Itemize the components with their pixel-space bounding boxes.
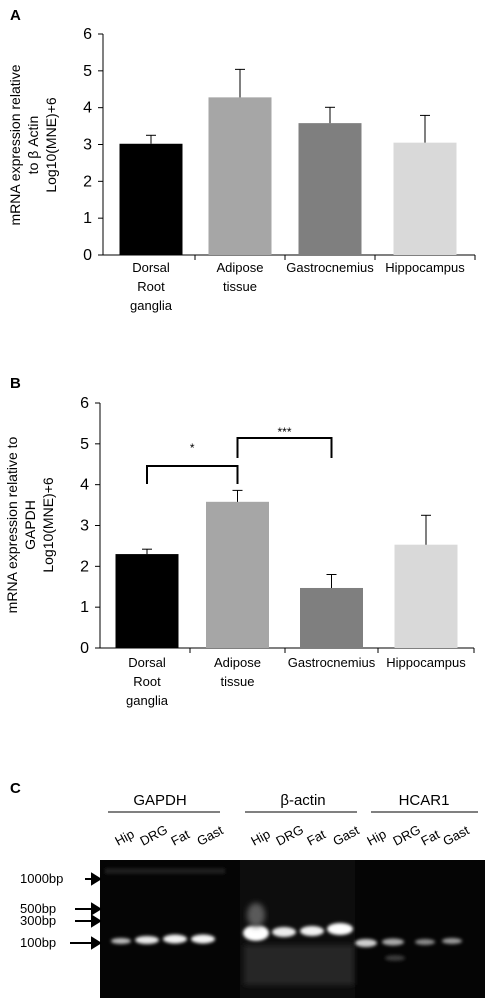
y-tick-label: 3 bbox=[80, 518, 89, 535]
x-category-label: Root bbox=[133, 674, 161, 689]
gel-lane-label: Gast bbox=[194, 822, 226, 848]
gel-lane-label: DRG bbox=[273, 822, 306, 849]
gel-lane-label: Hip bbox=[112, 826, 136, 848]
y-tick-label: 4 bbox=[83, 100, 92, 117]
x-category-label: Adipose bbox=[217, 260, 264, 275]
y-tick-label: 6 bbox=[80, 395, 89, 412]
x-category-label: Hippocampus bbox=[386, 655, 466, 670]
gel-band bbox=[355, 939, 377, 947]
gel-band bbox=[415, 939, 435, 945]
gel-band bbox=[191, 934, 215, 944]
x-category-label: Dorsal bbox=[128, 655, 166, 670]
x-category-label: Adipose bbox=[214, 655, 261, 670]
gel-marker-100: 100bp bbox=[20, 935, 56, 950]
gel-lane-label: Hip bbox=[248, 826, 272, 848]
gel-lane-label: Fat bbox=[418, 826, 442, 848]
bar bbox=[393, 142, 457, 255]
significance-bracket bbox=[146, 465, 239, 484]
bar bbox=[208, 97, 272, 255]
gel-marker-500: 500bp bbox=[20, 901, 56, 916]
chart-a: 0 1 2 3 4 5 6 Dorsal Root ganglia Adipose tissue Gas… bbox=[7, 26, 476, 313]
panel-label-b: B bbox=[10, 375, 21, 392]
x-category-label: Dorsal bbox=[132, 260, 170, 275]
y-axis-label: mRNA expression relative to bbox=[4, 436, 20, 613]
y-tick-label: 0 bbox=[80, 640, 89, 657]
bar bbox=[206, 501, 269, 648]
y-axis-label: Log10(MNE)+6 bbox=[43, 97, 59, 193]
y-tick-label: 2 bbox=[83, 173, 92, 190]
gel-well bbox=[105, 868, 225, 874]
gel-lane-label: Fat bbox=[304, 826, 328, 848]
y-axis-label: GAPDH bbox=[22, 500, 38, 550]
gel-band bbox=[135, 936, 159, 944]
gel-band bbox=[442, 938, 462, 944]
gel-lane-label: Gast bbox=[330, 822, 362, 848]
gel-band bbox=[385, 955, 405, 961]
gel-group-gapdh: GAPDH bbox=[133, 792, 186, 809]
gel-smear bbox=[244, 945, 354, 985]
y-axis-label: Log10(MNE)+6 bbox=[40, 477, 56, 573]
bar bbox=[298, 123, 362, 256]
gel-group-hcar1: HCAR1 bbox=[399, 792, 450, 809]
gel-panel: GAPDH β-actin HCAR1 Hip DRG Fat Gast Hip… bbox=[20, 792, 485, 998]
gel-lane-label: Hip bbox=[364, 826, 388, 848]
panel-label-c: C bbox=[10, 780, 21, 797]
gel-band bbox=[382, 938, 404, 946]
x-category-label: ganglia bbox=[126, 693, 169, 708]
y-tick-label: 4 bbox=[80, 477, 89, 494]
gel-marker-1000: 1000bp bbox=[20, 871, 63, 886]
x-category-label: Gastrocnemius bbox=[288, 655, 376, 670]
y-tick-label: 5 bbox=[83, 63, 92, 80]
significance-bracket bbox=[236, 437, 333, 458]
y-tick-label: 0 bbox=[83, 247, 92, 264]
significance-label: *** bbox=[277, 425, 291, 439]
gel-marker-300: 300bp bbox=[20, 913, 56, 928]
y-tick-label: 2 bbox=[80, 558, 89, 575]
bar bbox=[115, 554, 179, 648]
gel-band bbox=[327, 923, 353, 935]
significance-label: * bbox=[190, 441, 195, 455]
bar bbox=[394, 544, 458, 648]
x-category-label: tissue bbox=[221, 674, 255, 689]
gel-band bbox=[163, 934, 187, 944]
y-tick-label: 1 bbox=[80, 599, 89, 616]
gel-smear bbox=[247, 903, 265, 927]
gel-lane-label: DRG bbox=[137, 822, 170, 849]
x-category-label: ganglia bbox=[130, 298, 173, 313]
chart-b: 0 1 2 3 4 5 6 Dorsal Root ganglia Adipose tissue Gas… bbox=[4, 395, 475, 708]
gel-group-actin: β-actin bbox=[280, 792, 325, 809]
gel-band bbox=[300, 926, 324, 936]
gel-lane-label: Gast bbox=[440, 822, 472, 848]
x-category-label: Root bbox=[137, 279, 165, 294]
panel-label-a: A bbox=[10, 7, 21, 24]
x-category-label: Gastrocnemius bbox=[286, 260, 374, 275]
bar bbox=[300, 587, 363, 648]
gel-band bbox=[111, 938, 131, 944]
y-tick-label: 1 bbox=[83, 210, 92, 227]
gel-band bbox=[243, 925, 269, 941]
gel-marker-arrows bbox=[70, 872, 102, 950]
y-tick-label: 6 bbox=[83, 26, 92, 43]
y-tick-label: 5 bbox=[80, 436, 89, 453]
gel-lane-label: Fat bbox=[168, 826, 192, 848]
x-category-label: tissue bbox=[223, 279, 257, 294]
y-axis-label: mRNA expression relative bbox=[7, 64, 23, 225]
y-tick-label: 3 bbox=[83, 137, 92, 154]
x-category-label: Hippocampus bbox=[385, 260, 465, 275]
gel-band bbox=[272, 927, 296, 937]
y-axis-label: to β Actin bbox=[25, 116, 41, 175]
bar bbox=[119, 143, 183, 255]
